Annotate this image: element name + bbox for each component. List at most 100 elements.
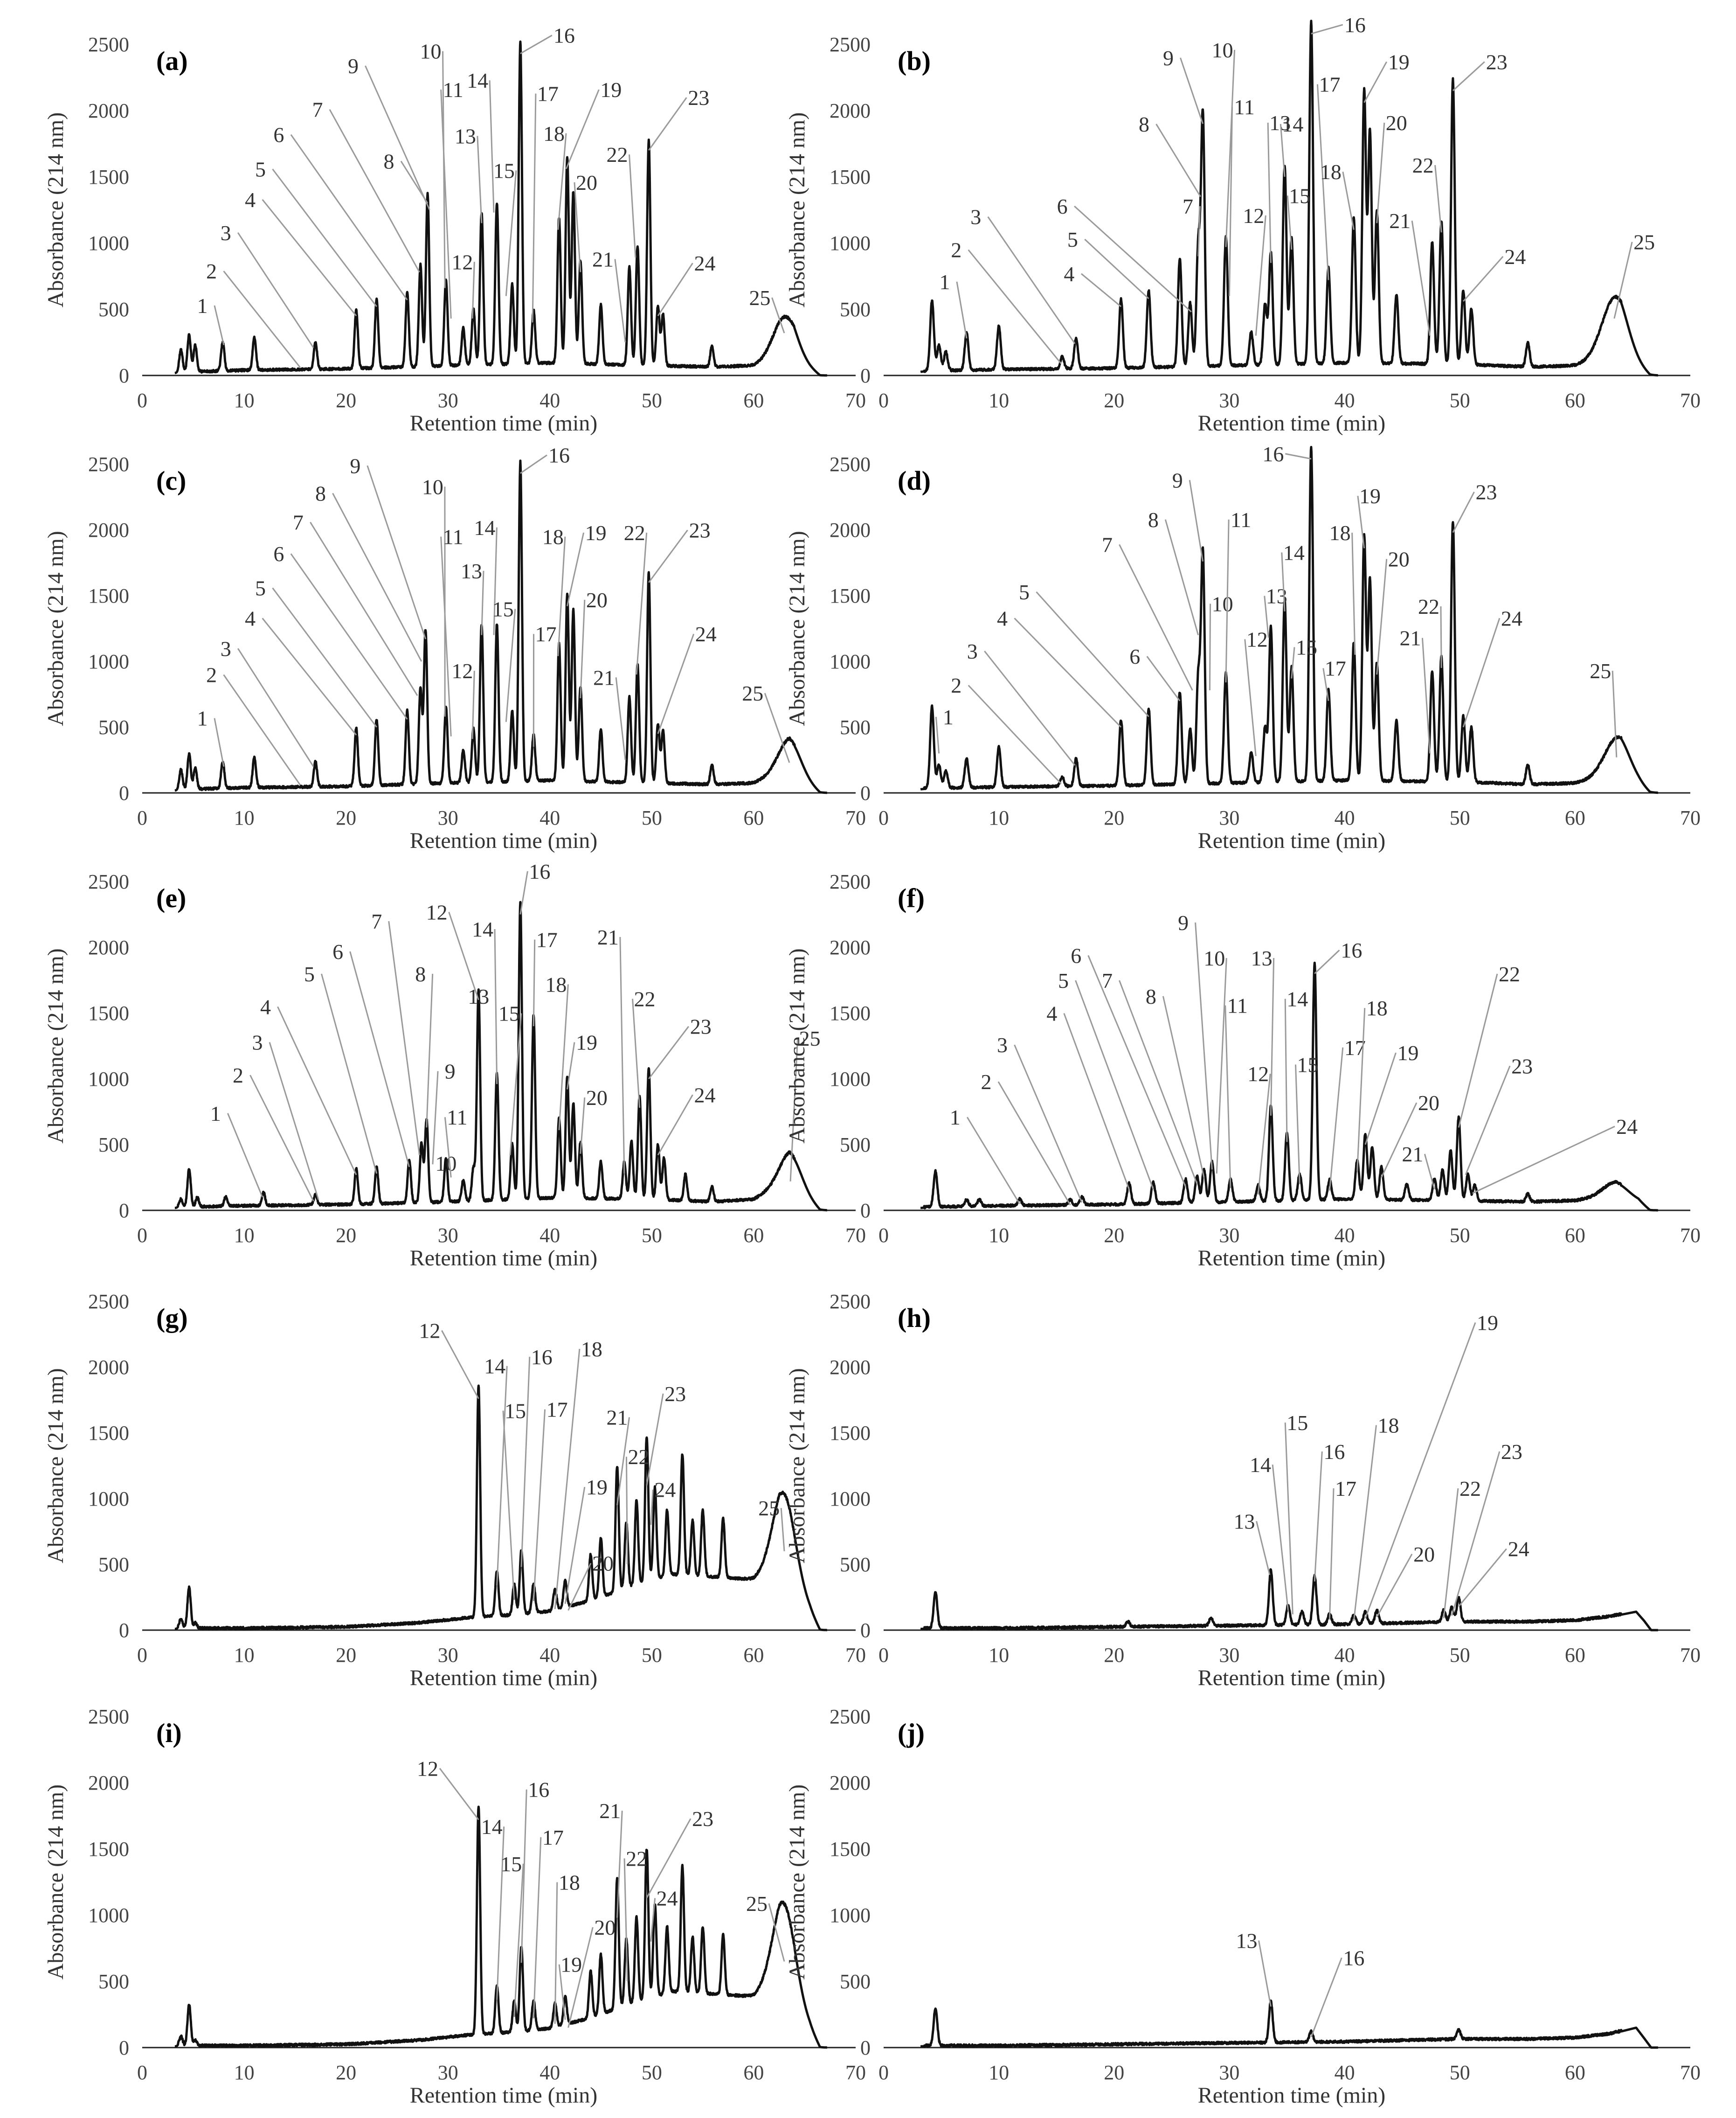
y-tick-label: 2500 (88, 453, 129, 476)
chart-panel-f: 0 10 20 30 40 50 60 7005001000150020002500Reten… (785, 870, 1701, 1271)
x-tick-label: 20 (336, 389, 356, 412)
x-tick-label: 50 (1450, 2061, 1470, 2084)
peak-label: 17 (1319, 73, 1340, 97)
x-axis-title: Retention time (min) (410, 411, 598, 436)
peak-leader-line (557, 133, 567, 230)
peak-label: 10 (422, 475, 443, 499)
x-tick-label: 70 (1680, 2061, 1701, 2084)
peak-label: 24 (1616, 1115, 1638, 1139)
peak-leader-line (580, 1097, 586, 1154)
peak-leader-line (1465, 1065, 1511, 1175)
peak-label: 20 (594, 1916, 616, 1939)
peak-leader-line (648, 97, 687, 151)
panel-tag: (g) (156, 1303, 188, 1333)
peak-label: 16 (531, 1345, 553, 1369)
peak-leader-line (533, 1409, 546, 1602)
y-tick-label: 1500 (88, 166, 129, 188)
peak-leader-line (520, 454, 547, 474)
peak-label: 20 (592, 1552, 614, 1576)
peak-leader-line (623, 1858, 628, 1982)
peak-leader-line (1462, 618, 1501, 728)
peak-label: 6 (273, 542, 284, 566)
peak-label: 1 (939, 270, 950, 294)
peak-label: 13 (1236, 1929, 1258, 1952)
peak-label: 25 (1590, 659, 1611, 683)
y-tick-label: 2500 (88, 1290, 129, 1313)
y-tick-label: 2000 (830, 1356, 871, 1379)
peak-label: 12 (426, 900, 448, 924)
peak-leader-line (1322, 668, 1329, 701)
panel-tag: (c) (156, 465, 186, 496)
peak-leader-line (956, 281, 968, 339)
peak-label: 6 (1057, 194, 1068, 218)
y-tick-label: 0 (860, 1619, 871, 1642)
chromatogram-trace (174, 1384, 828, 1632)
peak-label: 23 (689, 518, 711, 542)
x-tick-label: 40 (1335, 1224, 1355, 1247)
peak-label: 15 (493, 159, 515, 182)
peak-label: 12 (1243, 204, 1264, 228)
peak-leader-line (1084, 238, 1149, 299)
y-tick-label: 500 (98, 1133, 129, 1156)
chromatogram-trace (174, 1806, 828, 2049)
peak-leader-line (520, 1356, 531, 1567)
peak-label: 20 (576, 171, 597, 194)
y-tick-label: 500 (98, 298, 129, 321)
peak-leader-line (329, 109, 420, 273)
peak-label: 11 (443, 78, 463, 102)
peak-leader-line (558, 1964, 566, 2020)
x-tick-label: 50 (1450, 1224, 1470, 1247)
peak-label: 6 (332, 940, 343, 964)
peak-leader-line (1087, 955, 1186, 1187)
y-tick-label: 2500 (830, 1290, 871, 1313)
panel-tag: (b) (898, 46, 931, 76)
y-tick-label: 2500 (88, 870, 129, 893)
peak-leader-line (1328, 1488, 1335, 1620)
peak-leader-line (237, 648, 314, 767)
y-tick-label: 2000 (830, 1771, 871, 1794)
peak-leader-line (1294, 1064, 1300, 1184)
x-tick-label: 20 (336, 1224, 356, 1247)
peak-label: 22 (626, 1847, 647, 1870)
peak-label: 1 (210, 1102, 221, 1125)
peak-label: 14 (1250, 1453, 1271, 1477)
y-tick-label: 1000 (88, 650, 129, 673)
peak-label: 18 (543, 122, 565, 146)
peak-leader-line (1197, 206, 1201, 257)
peak-label: 23 (1476, 480, 1497, 504)
peak-leader-line (441, 1330, 479, 1399)
peak-leader-line (1225, 519, 1230, 683)
peak-leader-line (1411, 221, 1431, 336)
y-tick-label: 2500 (830, 870, 871, 893)
peak-label: 15 (1297, 1053, 1318, 1076)
y-tick-label: 1000 (88, 1487, 129, 1510)
peak-leader-line (565, 89, 600, 169)
peak-leader-line (1472, 1125, 1615, 1194)
peak-label: 3 (997, 1033, 1008, 1057)
peak-leader-line (1285, 453, 1312, 460)
y-tick-label: 0 (119, 1199, 129, 1222)
peak-label: 14 (467, 69, 488, 92)
peak-label: 14 (1282, 112, 1303, 136)
y-tick-label: 1000 (88, 232, 129, 255)
peak-label: 19 (1388, 50, 1410, 74)
peak-leader-line (1189, 480, 1204, 562)
chart-panel-e: 0 10 20 30 40 50 60 70 0 500 1000 1500 2000 2500 Reten… (43, 860, 866, 1271)
y-tick-label: 1500 (88, 1422, 129, 1444)
x-tick-label: 10 (234, 2061, 255, 2084)
x-tick-label: 30 (1219, 389, 1239, 412)
y-tick-label: 2500 (830, 453, 871, 476)
peak-label: 14 (1286, 987, 1308, 1011)
peak-label: 24 (695, 622, 717, 646)
peak-leader-line (1452, 491, 1475, 533)
x-tick-label: 60 (1565, 1224, 1585, 1247)
x-axis-title: Retention time (min) (1198, 1666, 1386, 1690)
peak-label: 3 (221, 637, 231, 660)
peak-leader-line (574, 182, 581, 272)
peak-leader-line (616, 1417, 630, 1506)
peak-leader-line (1376, 559, 1388, 675)
peak-leader-line (1314, 950, 1340, 974)
chromatogram-trace (920, 20, 1659, 377)
peak-leader-line (629, 154, 636, 258)
